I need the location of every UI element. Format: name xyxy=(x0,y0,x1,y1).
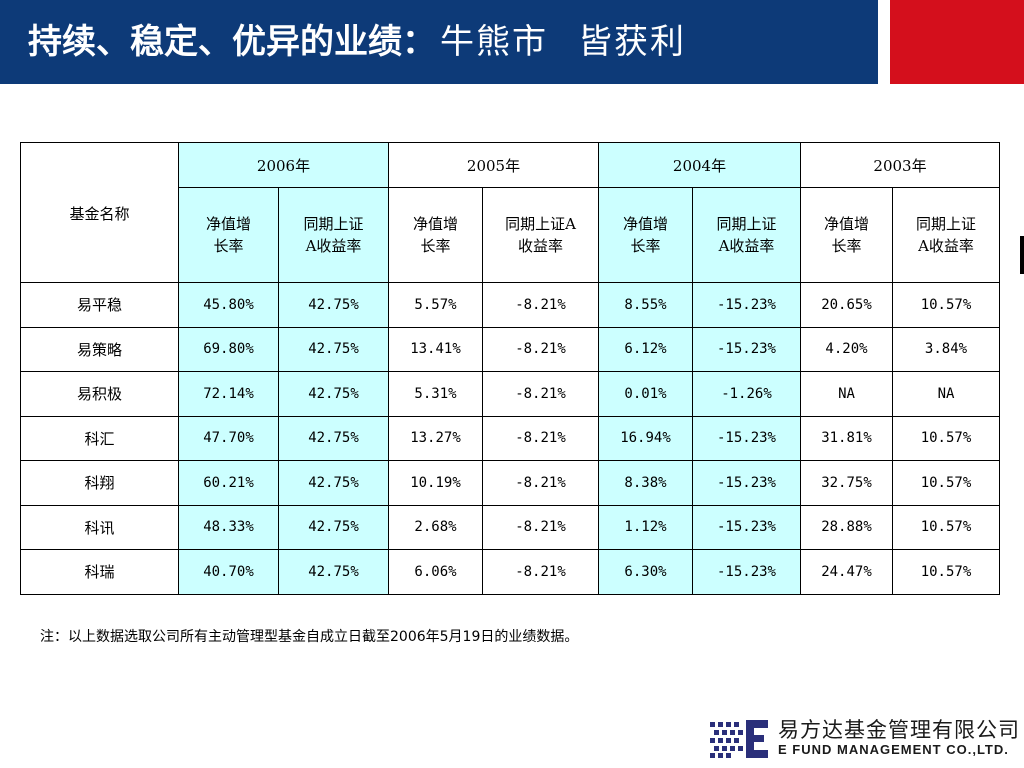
year-header-2003: 2003年 xyxy=(800,142,1000,188)
footnote: 注：以上数据选取公司所有主动管理型基金自成立日截至2006年5月19日的业绩数据… xyxy=(40,629,579,645)
value-cell: 42.75% xyxy=(278,415,389,461)
value-cell: 40.70% xyxy=(178,549,279,595)
value-cell: 42.75% xyxy=(278,504,389,550)
year-header-2005: 2005年 xyxy=(388,142,599,188)
value-cell: -8.21% xyxy=(482,282,599,328)
header-accent-block xyxy=(890,0,1024,84)
logo-en-text: E FUND MANAGEMENT CO.,LTD. xyxy=(778,742,1009,757)
value-cell: 6.06% xyxy=(388,549,483,595)
value-cell: 42.75% xyxy=(278,460,389,506)
efund-logo-icon xyxy=(710,720,768,758)
table-row: 科翔 60.21% 42.75% 10.19% -8.21% 8.38% -15.23% 32… xyxy=(20,460,1000,506)
table-row: 易策略 69.80% 42.75% 13.41% -8.21% 6.12% -15.23% 4… xyxy=(20,326,1000,372)
nav-growth-header: 净值增 长率 xyxy=(800,187,893,283)
nav-growth-header: 净值增 长率 xyxy=(598,187,693,283)
table-row: 科汇 47.70% 42.75% 13.27% -8.21% 16.94% -15.23% 3… xyxy=(20,415,1000,461)
value-cell: NA xyxy=(800,371,893,417)
value-cell: -15.23% xyxy=(692,549,801,595)
table-row: 易平稳 45.80% 42.75% 5.57% -8.21% 8.55% -15.23% 20… xyxy=(20,282,1000,328)
header-divider xyxy=(878,0,890,84)
value-cell: 20.65% xyxy=(800,282,893,328)
fund-name-header: 基金名称 xyxy=(20,142,179,283)
value-cell: 42.75% xyxy=(278,282,389,328)
logo-cn-text: 易方达基金管理有限公司 xyxy=(778,718,1020,742)
sub-header-row: 净值增 长率 同期上证 A收益率 净值增 长率 同期上证A 收益率 净值增 长率 同期上证… xyxy=(21,187,1000,283)
value-cell: -15.23% xyxy=(692,415,801,461)
value-cell: 8.38% xyxy=(598,460,693,506)
value-cell: -15.23% xyxy=(692,504,801,550)
table-row: 易积极 72.14% 42.75% 5.31% -8.21% 0.01% -1.26% NA N… xyxy=(20,371,1000,417)
value-cell: 32.75% xyxy=(800,460,893,506)
value-cell: 42.75% xyxy=(278,549,389,595)
fund-name-cell: 科讯 xyxy=(20,504,179,550)
value-cell: 13.27% xyxy=(388,415,483,461)
table-row: 科讯 48.33% 42.75% 2.68% -8.21% 1.12% -15.23% 28.… xyxy=(20,504,1000,550)
fund-name-cell: 科瑞 xyxy=(20,549,179,595)
value-cell: 45.80% xyxy=(178,282,279,328)
value-cell: 48.33% xyxy=(178,504,279,550)
page-title-part3: 皆获利 xyxy=(578,22,686,62)
value-cell: -8.21% xyxy=(482,549,599,595)
value-cell: -15.23% xyxy=(692,460,801,506)
value-cell: -8.21% xyxy=(482,504,599,550)
value-cell: 10.19% xyxy=(388,460,483,506)
value-cell: 47.70% xyxy=(178,415,279,461)
value-cell: -8.21% xyxy=(482,460,599,506)
value-cell: 10.57% xyxy=(892,282,1000,328)
value-cell: 10.57% xyxy=(892,549,1000,595)
value-cell: -8.21% xyxy=(482,371,599,417)
value-cell: 5.31% xyxy=(388,371,483,417)
value-cell: 72.14% xyxy=(178,371,279,417)
value-cell: 3.84% xyxy=(892,326,1000,372)
value-cell: 60.21% xyxy=(178,460,279,506)
fund-name-cell: 易策略 xyxy=(20,326,179,372)
value-cell: NA xyxy=(892,371,1000,417)
year-header-2006: 2006年 xyxy=(178,142,389,188)
value-cell: 31.81% xyxy=(800,415,893,461)
value-cell: 2.68% xyxy=(388,504,483,550)
value-cell: 6.30% xyxy=(598,549,693,595)
nav-growth-header: 净值增 长率 xyxy=(388,187,483,283)
fund-name-cell: 科汇 xyxy=(20,415,179,461)
value-cell: -1.26% xyxy=(692,371,801,417)
page-title-main: 持续、稳定、优异的业绩： xyxy=(28,22,436,62)
company-logo: 易方达基金管理有限公司 E FUND MANAGEMENT CO.,LTD. xyxy=(708,714,1020,764)
value-cell: -15.23% xyxy=(692,282,801,328)
year-header-2004: 2004年 xyxy=(598,142,801,188)
nav-growth-header: 净值增 长率 xyxy=(178,187,279,283)
fund-name-cell: 易平稳 xyxy=(20,282,179,328)
value-cell: 13.41% xyxy=(388,326,483,372)
year-header-row: 基金名称 2006年 2005年 2004年 2003年 xyxy=(20,142,1000,283)
value-cell: 10.57% xyxy=(892,415,1000,461)
table-row: 科瑞 40.70% 42.75% 6.06% -8.21% 6.30% -15.23% 24.… xyxy=(20,549,1000,595)
fund-name-cell: 易积极 xyxy=(20,371,179,417)
value-cell: 1.12% xyxy=(598,504,693,550)
value-cell: 28.88% xyxy=(800,504,893,550)
value-cell: 8.55% xyxy=(598,282,693,328)
value-cell: -8.21% xyxy=(482,326,599,372)
value-cell: 24.47% xyxy=(800,549,893,595)
value-cell: 16.94% xyxy=(598,415,693,461)
value-cell: 69.80% xyxy=(178,326,279,372)
side-marker xyxy=(1020,236,1024,274)
value-cell: 42.75% xyxy=(278,371,389,417)
page-title: 持续、稳定、优异的业绩： 牛熊市 皆获利 xyxy=(28,14,686,70)
page-title-part2: 牛熊市 xyxy=(440,22,548,62)
value-cell: 10.57% xyxy=(892,460,1000,506)
fund-name-cell: 科翔 xyxy=(20,460,179,506)
value-cell: 5.57% xyxy=(388,282,483,328)
value-cell: 42.75% xyxy=(278,326,389,372)
value-cell: 4.20% xyxy=(800,326,893,372)
value-cell: -15.23% xyxy=(692,326,801,372)
header-bar xyxy=(0,0,878,84)
value-cell: 10.57% xyxy=(892,504,1000,550)
value-cell: 6.12% xyxy=(598,326,693,372)
value-cell: -8.21% xyxy=(482,415,599,461)
value-cell: 0.01% xyxy=(598,371,693,417)
performance-table: 基金名称 2006年 2005年 2004年 2003年 净值增 长率 同期上证 A… xyxy=(20,142,1000,595)
